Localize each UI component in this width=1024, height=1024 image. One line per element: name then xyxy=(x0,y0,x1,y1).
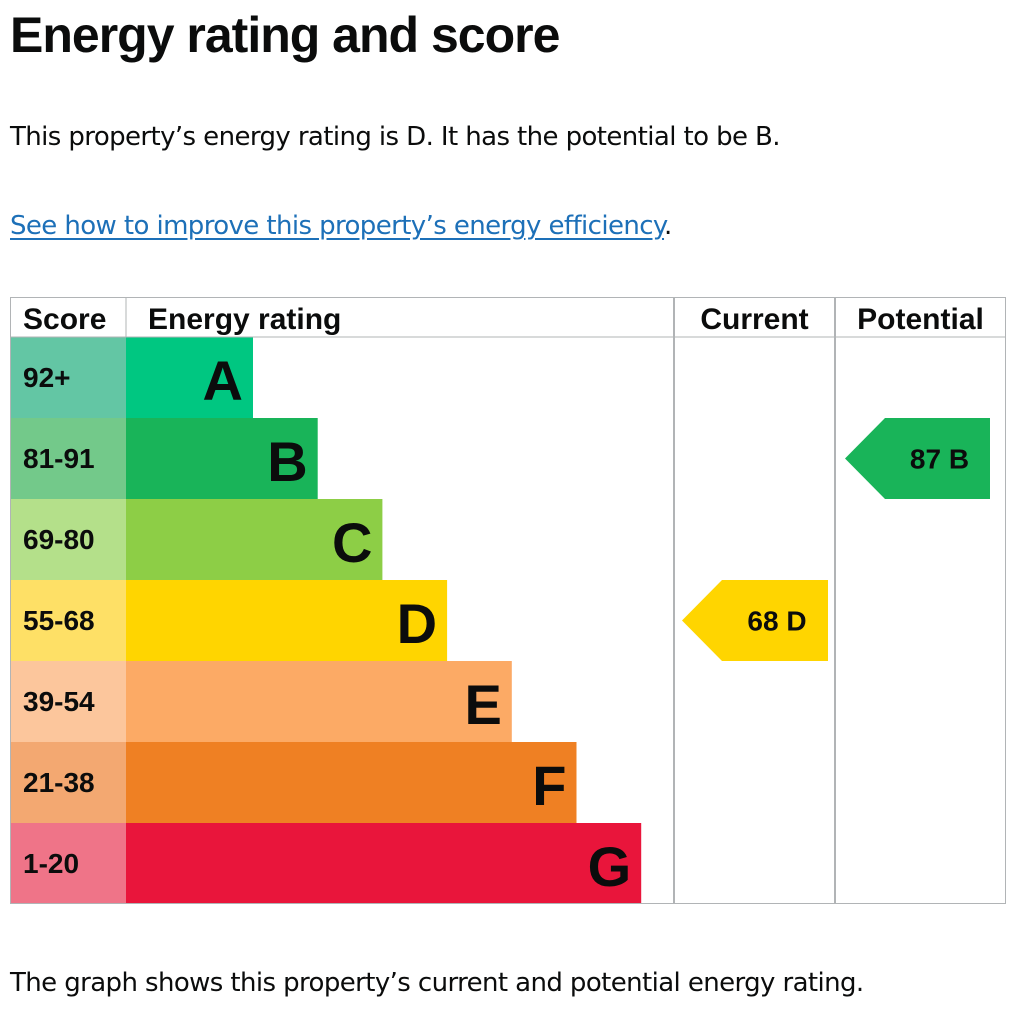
score-cell-f xyxy=(10,742,126,823)
rating-letter-f: F xyxy=(532,754,566,817)
header-score: Score xyxy=(23,303,106,336)
chart-caption: The graph shows this property’s current … xyxy=(10,968,864,998)
rating-bar-a xyxy=(126,337,253,418)
score-range-label: 21-38 xyxy=(23,767,95,798)
potential-arrow xyxy=(845,418,990,499)
score-cell-g xyxy=(10,823,126,904)
page-title: Energy rating and score xyxy=(10,7,560,63)
potential-rating-label: 87 B xyxy=(910,444,969,475)
rating-letter-e: E xyxy=(464,673,501,736)
rating-bar-f xyxy=(126,742,577,823)
link-suffix: . xyxy=(664,211,672,241)
score-range-label: 69-80 xyxy=(23,524,95,555)
improve-efficiency-link[interactable]: See how to improve this property’s energ… xyxy=(10,211,665,241)
improve-link-line: See how to improve this property’s energ… xyxy=(10,211,672,241)
rating-bar-d xyxy=(126,580,448,661)
current-arrow xyxy=(682,580,828,661)
header-energy-rating: Energy rating xyxy=(148,303,341,336)
current-rating-label: 68 D xyxy=(747,606,806,637)
score-range-label: 81-91 xyxy=(23,443,95,474)
rating-bar-e xyxy=(126,661,512,742)
score-range-label: 1-20 xyxy=(23,848,79,879)
rating-bar-g xyxy=(126,823,642,904)
score-cell-b xyxy=(10,418,126,499)
score-range-label: 92+ xyxy=(23,362,71,393)
score-cell-a xyxy=(10,337,126,418)
rating-bar-c xyxy=(126,499,383,580)
score-range-label: 39-54 xyxy=(23,686,95,717)
energy-rating-chart: 92+ A 81-91 B 69-80 C 55-68 D 39-54 E 21-38 F 1-20 G S… xyxy=(10,297,1006,904)
header-potential: Potential xyxy=(857,303,984,336)
score-cell-e xyxy=(10,661,126,742)
chart-border xyxy=(10,297,1006,904)
rating-letter-g: G xyxy=(588,835,632,898)
header-current: Current xyxy=(700,303,808,336)
rating-bar-b xyxy=(126,418,318,499)
score-cell-d xyxy=(10,580,126,661)
rating-summary: This property’s energy rating is D. It h… xyxy=(10,122,781,152)
rating-letter-b: B xyxy=(267,430,307,493)
rating-letter-c: C xyxy=(332,511,372,574)
score-range-label: 55-68 xyxy=(23,605,95,636)
score-cell-c xyxy=(10,499,126,580)
rating-letter-d: D xyxy=(397,592,437,655)
rating-letter-a: A xyxy=(203,349,243,412)
